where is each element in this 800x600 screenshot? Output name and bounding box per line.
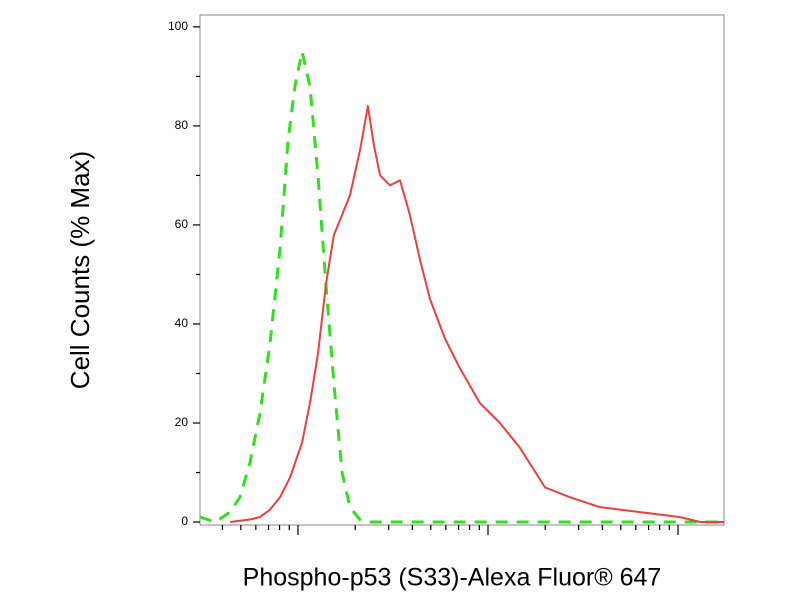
x-axis-label: Phospho-p53 (S33)-Alexa Fluor® 647 [243, 564, 662, 592]
plot-frame [199, 14, 725, 526]
y-tick-label: 20 [175, 415, 189, 429]
data-line [199, 50, 724, 524]
y-axis-label: Cell Counts (% Max) [65, 151, 95, 389]
y-tick-label: 0 [181, 514, 188, 528]
data-line [229, 105, 724, 524]
y-tick-label: 40 [175, 316, 189, 330]
y-tick-label: 80 [175, 118, 189, 132]
y-tick-label: 100 [168, 19, 188, 33]
y-tick-label: 60 [175, 217, 189, 231]
